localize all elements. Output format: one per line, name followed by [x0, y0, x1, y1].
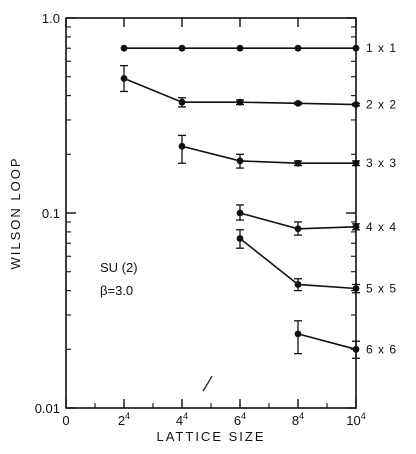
x-tick-base: 2: [118, 413, 125, 428]
data-point: [120, 44, 128, 52]
y-axis-title: WILSON LOOP: [8, 156, 23, 269]
x-axis-ticks: 0 24 44 64 84 104: [62, 18, 366, 428]
stray-pen-mark: [202, 375, 213, 392]
x-tick-label: 84: [292, 411, 304, 428]
x-tick-exponent: 4: [125, 411, 130, 421]
series-label: 1 x 1: [366, 41, 397, 55]
data-point: [294, 159, 302, 167]
series-label: 2 x 2: [366, 98, 397, 112]
data-point: [294, 281, 302, 288]
data-point: [120, 75, 128, 82]
data-point: [236, 235, 244, 242]
series-1: [120, 44, 360, 52]
data-point: [236, 98, 244, 106]
data-point: [236, 157, 244, 165]
data-point: [178, 142, 186, 150]
x-tick-base: 4: [176, 413, 183, 428]
data-point: [352, 285, 360, 292]
data-point: [294, 44, 302, 52]
data-point: [294, 99, 302, 107]
data-point: [352, 44, 360, 52]
series-line: [181, 145, 356, 165]
series-3: [178, 134, 360, 169]
x-tick-label: 24: [118, 411, 130, 428]
data-point: [236, 209, 244, 217]
series-layer: [120, 44, 360, 359]
y-tick-label: 0.1: [42, 206, 60, 221]
series-5: [236, 229, 360, 294]
x-tick-label: 104: [346, 411, 365, 428]
x-tick-label: 44: [176, 411, 188, 428]
series-label: 6 x 6: [366, 342, 397, 356]
x-axis-title: LATTICE SIZE: [157, 429, 266, 444]
series-line: [297, 333, 357, 351]
x-tick-label: 64: [234, 411, 246, 428]
data-point: [352, 159, 360, 167]
data-point: [352, 223, 360, 231]
x-tick-exponent: 4: [241, 411, 246, 421]
x-tick-base: 6: [234, 413, 241, 428]
series-labels: 1 x 1 2 x 2 3 x 3 4 x 4 5 x 5 6 x 6: [366, 41, 397, 356]
data-point: [352, 345, 360, 353]
y-axis-ticks: 1.0 0.1 0.01: [35, 11, 356, 416]
x-tick-exponent: 4: [361, 411, 366, 421]
annotation-beta: β=3.0: [100, 283, 133, 298]
series-2: [120, 64, 360, 108]
data-point: [178, 44, 186, 52]
series-label: 5 x 5: [366, 282, 397, 296]
data-point: [294, 330, 302, 338]
x-tick-base: 8: [292, 413, 299, 428]
y-tick-label: 1.0: [42, 11, 60, 26]
x-tick-label: 0: [62, 413, 69, 428]
series-label: 4 x 4: [366, 220, 397, 234]
y-tick-label: 0.01: [35, 401, 60, 416]
data-point: [294, 225, 302, 233]
series-4: [236, 204, 360, 236]
x-tick-exponent: 4: [299, 411, 304, 421]
series-6: [294, 320, 360, 359]
x-tick-base: 0: [62, 413, 69, 428]
data-point: [178, 98, 186, 106]
data-point: [352, 101, 360, 108]
x-tick-exponent: 4: [183, 411, 188, 421]
series-label: 3 x 3: [366, 156, 397, 170]
x-tick-base: 10: [346, 413, 360, 428]
data-point: [236, 44, 244, 52]
annotation-group-name: SU (2): [100, 260, 138, 275]
plot-frame: [65, 17, 357, 409]
